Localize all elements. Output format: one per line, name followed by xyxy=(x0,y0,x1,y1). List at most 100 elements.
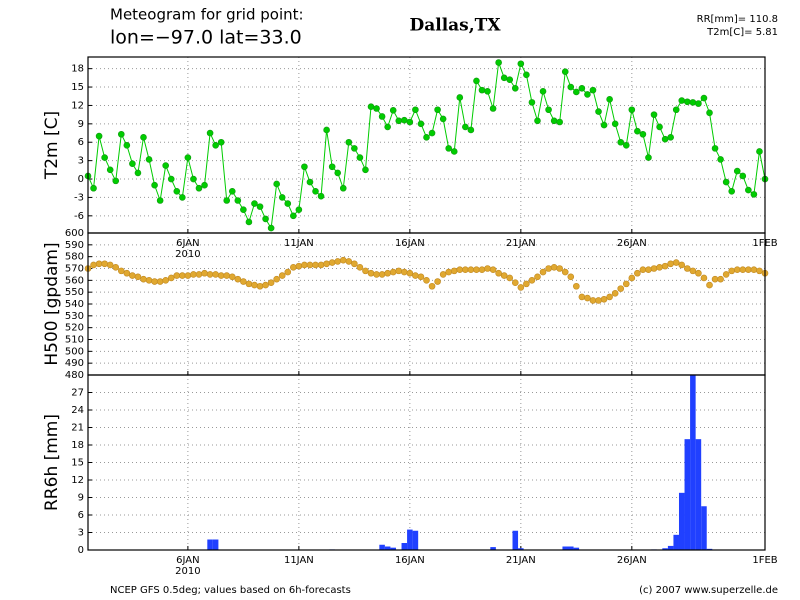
data-point xyxy=(728,267,736,275)
data-point xyxy=(550,117,558,125)
bar xyxy=(690,375,696,550)
y-tick-label: 9 xyxy=(78,493,84,504)
y-tick-label: 9 xyxy=(78,119,84,130)
data-point xyxy=(556,118,563,126)
data-point xyxy=(117,267,125,275)
data-point xyxy=(584,91,591,98)
data-point xyxy=(179,272,186,279)
x-tick-label: 11JAN xyxy=(284,555,314,566)
data-point xyxy=(506,274,514,282)
data-point xyxy=(323,126,330,134)
data-point xyxy=(345,258,353,265)
bar xyxy=(379,544,385,550)
data-point xyxy=(684,98,691,106)
data-point xyxy=(745,266,752,273)
data-point xyxy=(245,280,253,288)
data-point xyxy=(328,259,336,266)
data-point xyxy=(539,88,547,95)
data-point xyxy=(323,260,330,268)
bar xyxy=(701,506,707,550)
y-axis-label: T2m [C] xyxy=(42,111,62,180)
data-point xyxy=(251,281,258,289)
data-point xyxy=(567,273,575,281)
data-point xyxy=(412,272,419,279)
data-point xyxy=(511,84,519,92)
data-point xyxy=(151,181,158,189)
data-point xyxy=(611,290,619,297)
data-point xyxy=(195,184,203,192)
data-point xyxy=(684,265,691,272)
data-point xyxy=(611,120,619,128)
data-point xyxy=(328,163,336,171)
data-point xyxy=(745,186,752,194)
data-point xyxy=(517,60,525,68)
data-point xyxy=(456,266,464,273)
data-point xyxy=(101,154,108,161)
data-point xyxy=(700,94,708,102)
data-point xyxy=(262,281,269,289)
data-point xyxy=(445,268,452,276)
data-point xyxy=(278,272,286,279)
data-point xyxy=(90,261,97,269)
y-tick-label: -3 xyxy=(74,192,84,203)
data-point xyxy=(595,297,602,304)
y-tick-label: 520 xyxy=(65,323,84,334)
data-point xyxy=(284,200,292,207)
data-point xyxy=(462,266,469,273)
data-point xyxy=(450,148,458,155)
y-tick-label: 510 xyxy=(65,335,84,346)
data-point xyxy=(561,68,569,76)
data-point xyxy=(134,273,142,281)
data-point xyxy=(617,285,625,292)
data-point xyxy=(273,275,280,283)
y-tick-label: 600 xyxy=(65,228,84,239)
data-point xyxy=(206,129,214,137)
data-point xyxy=(201,269,208,277)
footer-left: NCEP GFS 0.5deg; values based on 6h-fore… xyxy=(110,585,351,596)
panel-frame xyxy=(87,56,766,234)
data-point xyxy=(656,123,663,131)
bar xyxy=(695,439,702,550)
data-point xyxy=(145,156,153,163)
data-point xyxy=(706,281,713,289)
data-point xyxy=(256,282,264,290)
data-point xyxy=(439,115,447,123)
series-line xyxy=(87,62,766,230)
data-point xyxy=(389,268,397,276)
data-point xyxy=(578,293,586,301)
data-point xyxy=(573,282,580,290)
data-point xyxy=(528,99,536,106)
data-point xyxy=(179,194,186,201)
y-tick-label: 580 xyxy=(65,252,84,263)
data-point xyxy=(556,265,563,272)
data-point xyxy=(140,134,147,141)
data-point xyxy=(495,59,502,66)
y-tick-label: 490 xyxy=(65,358,84,369)
data-point xyxy=(195,271,203,278)
data-point xyxy=(190,175,197,183)
data-point xyxy=(733,167,741,175)
data-point xyxy=(622,280,630,288)
data-point xyxy=(339,256,347,264)
data-point xyxy=(262,215,269,223)
data-point xyxy=(478,266,486,273)
year-label: 2010 xyxy=(175,249,200,260)
y-tick-label: 18 xyxy=(71,64,84,75)
data-point xyxy=(462,123,469,131)
footer-right: (c) 2007 www.superzelle.de xyxy=(639,585,778,596)
data-point xyxy=(756,267,763,275)
data-point xyxy=(240,278,247,285)
data-point xyxy=(650,265,658,272)
data-point xyxy=(162,277,169,284)
bar xyxy=(678,492,685,550)
data-point xyxy=(395,117,403,125)
title-line2: lon=−97.0 lat=33.0 xyxy=(110,27,302,49)
data-point xyxy=(545,106,552,114)
data-point xyxy=(256,203,264,210)
y-tick-label: 560 xyxy=(65,275,84,286)
data-point xyxy=(140,275,147,283)
data-point xyxy=(401,268,408,276)
data-point xyxy=(634,127,641,135)
y-tick-label: 27 xyxy=(71,388,84,399)
data-point xyxy=(367,269,375,277)
